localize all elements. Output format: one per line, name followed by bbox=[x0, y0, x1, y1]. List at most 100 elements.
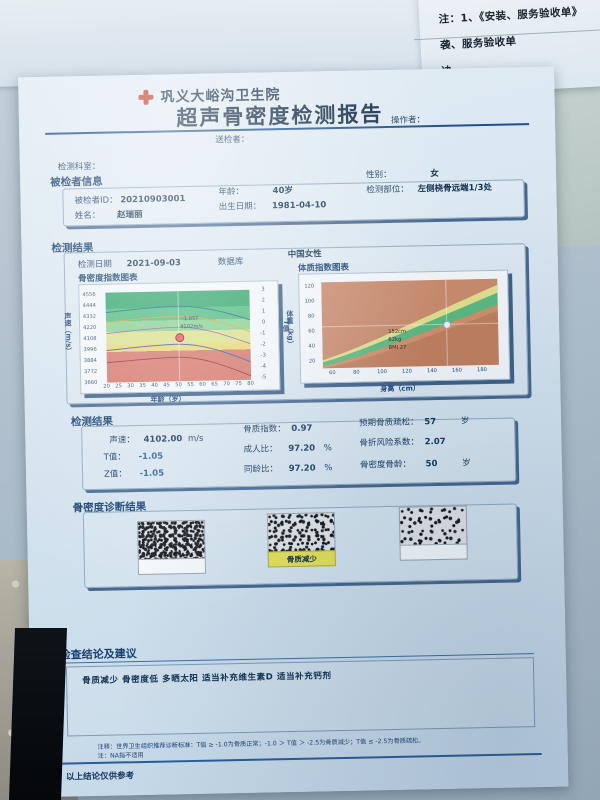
peer-ratio-unit: % bbox=[324, 463, 333, 474]
bmi-ytick-80: 80 bbox=[307, 313, 315, 320]
sos-xtick-75: 75 bbox=[235, 380, 242, 388]
database-value-wrap: 中国女性 bbox=[288, 247, 322, 260]
bmi-xtick-80: 80 bbox=[352, 369, 360, 376]
expected-op-value: 57 bbox=[424, 417, 437, 428]
measurement-row-zvalue: Z值： -1.05 bbox=[104, 467, 164, 480]
bqi-value: 0.97 bbox=[291, 423, 313, 434]
dark-edge-shadow bbox=[8, 628, 68, 800]
t-value-value: -1.05 bbox=[138, 451, 164, 463]
adult-ratio-unit: % bbox=[323, 443, 333, 454]
bmi-chart: 120 100 80 60 40 20 152cm 62kg BMI 27 bbox=[298, 269, 511, 384]
bmi-ytick-60: 60 bbox=[308, 328, 315, 335]
test-date-label: 检测日期 bbox=[77, 259, 112, 271]
patient-gender-label: 性别： bbox=[365, 169, 392, 181]
patient-gender-row: 性别： 女 bbox=[366, 167, 439, 180]
sos-ytick-4444: 4444 bbox=[82, 302, 96, 310]
bone-texture-image-reduced bbox=[266, 512, 336, 554]
bmi-plot-area: 152cm 62kg BMI 27 bbox=[321, 278, 499, 369]
sos-xtick-30: 30 bbox=[127, 383, 134, 390]
sos-ytick-4332: 4332 bbox=[82, 313, 97, 321]
sos-t-tick-m4: -4 bbox=[260, 363, 267, 370]
sos-t-tick-3: 3 bbox=[261, 286, 265, 293]
database-row: 数据库 bbox=[218, 255, 244, 268]
t-value-label: T值： bbox=[103, 452, 127, 463]
fracture-risk-value: 2.07 bbox=[424, 436, 446, 448]
note-na: 注：NA指不适用 bbox=[97, 751, 144, 760]
bmi-annotation-weight: 62kg bbox=[388, 336, 402, 343]
measurement-row-bone-age: 骨密度骨龄： 50 岁 bbox=[360, 456, 471, 470]
sos-value: 4102.00 bbox=[143, 434, 183, 445]
bmi-annotation-height: 152cm bbox=[388, 328, 407, 335]
test-date-row: 检测日期 2021-09-03 bbox=[78, 256, 181, 270]
patient-id-label: 被检者ID： bbox=[74, 195, 118, 207]
sos-ytick-4556: 4556 bbox=[82, 291, 96, 299]
patient-id-row: 被检者ID： 20210903001 bbox=[74, 192, 185, 206]
peer-ratio-value: 97.20 bbox=[288, 463, 316, 475]
patient-age-value: 40岁 bbox=[272, 185, 294, 197]
sos-unit: m/s bbox=[187, 433, 204, 445]
sos-xtick-35: 35 bbox=[139, 382, 146, 390]
sos-annotation-sos: 4102m/s bbox=[180, 323, 203, 331]
bmi-xtick-100: 100 bbox=[376, 369, 388, 376]
database-label: 数据库 bbox=[217, 256, 244, 268]
department-label: 检测科室： bbox=[57, 161, 101, 173]
patient-birth-value: 1981-04-10 bbox=[271, 200, 327, 212]
sos-t-tick-m3: -3 bbox=[260, 352, 266, 359]
z-value-label: Z值： bbox=[103, 469, 127, 480]
sos-ytick-3884: 3884 bbox=[83, 357, 98, 365]
bone-texture-image-osteoporosis bbox=[398, 505, 468, 547]
bmi-x-axis-label: 身高（cm） bbox=[380, 384, 420, 394]
sos-t-tick-m2: -2 bbox=[260, 341, 266, 348]
bone-caption-2: 骨质减少 bbox=[267, 550, 336, 568]
bmi-xtick-140: 140 bbox=[426, 368, 437, 375]
bqi-label: 骨质指数： bbox=[243, 424, 286, 435]
sos-t-tick-0: 0 bbox=[261, 319, 266, 326]
sos-t-tick-1: 1 bbox=[261, 308, 266, 315]
sos-t-tick-m1: -1 bbox=[260, 330, 266, 337]
patient-age-label: 年龄： bbox=[218, 186, 245, 198]
conclusion-section-title: 检查结论及建议 bbox=[59, 647, 137, 662]
bone-age-unit: 岁 bbox=[462, 458, 471, 469]
measurement-row-bqi: 骨质指数： 0.97 bbox=[243, 422, 312, 435]
sos-xtick-25: 25 bbox=[115, 383, 122, 390]
z-value-value: -1.05 bbox=[139, 468, 165, 480]
operator-label: 操作者： bbox=[390, 115, 426, 126]
sos-xtick-70: 70 bbox=[223, 381, 230, 388]
patient-site-label: 检测部位： bbox=[366, 184, 410, 196]
sos-label: 声速： bbox=[109, 435, 135, 446]
sos-xtick-50: 50 bbox=[175, 382, 182, 389]
sos-ytick-4108: 4108 bbox=[83, 335, 97, 343]
bmi-ytick-20: 20 bbox=[308, 358, 316, 365]
sos-ytick-3996: 3996 bbox=[83, 346, 97, 354]
bone-age-value: 50 bbox=[425, 459, 438, 470]
sos-xtick-65: 65 bbox=[211, 381, 218, 388]
patient-name-label: 姓名： bbox=[74, 210, 101, 222]
measurement-row-adult-ratio: 成人比： 97.20 % bbox=[243, 441, 332, 455]
sos-plot-area: -1.05T 4102m/s bbox=[105, 289, 252, 383]
sos-x-axis-label: 年龄（岁） bbox=[150, 395, 186, 404]
adult-ratio-value: 97.20 bbox=[288, 443, 316, 455]
sos-t-tick-2: 2 bbox=[261, 297, 265, 304]
sos-xtick-45: 45 bbox=[163, 382, 170, 389]
sos-chart: 4556 4444 4332 4220 4108 3996 3884 3772 … bbox=[78, 280, 281, 395]
bmi-chart-title: 体质指数图表 bbox=[297, 262, 350, 274]
sos-xtick-55: 55 bbox=[187, 381, 194, 389]
bmi-ytick-40: 40 bbox=[308, 343, 316, 350]
measurement-row-tvalue: T值： -1.05 bbox=[104, 450, 164, 463]
bmi-xtick-180: 180 bbox=[476, 367, 487, 374]
patient-gender-value: 女 bbox=[430, 168, 439, 180]
measurement-row-fracture-risk: 骨折风险系数： 2.07 bbox=[359, 435, 445, 449]
bone-caption-3 bbox=[399, 543, 468, 561]
bmi-xtick-160: 160 bbox=[451, 367, 462, 374]
measurement-row-expected-op: 预期骨质疏松： 57 岁 bbox=[359, 414, 469, 428]
sos-ytick-4220: 4220 bbox=[83, 324, 97, 332]
bone-caption-1 bbox=[137, 557, 207, 576]
sos-xtick-80: 80 bbox=[247, 380, 254, 387]
patient-site-value: 左侧桡骨远端1/3处 bbox=[417, 182, 493, 195]
bmi-bands bbox=[321, 278, 499, 369]
patient-id-value: 20210903001 bbox=[120, 194, 186, 206]
sos-xtick-60: 60 bbox=[199, 381, 206, 388]
patient-name-row: 姓名： 赵瑞丽 bbox=[75, 208, 143, 221]
measurement-row-sos: 声速： 4102.00 m/s bbox=[109, 432, 203, 446]
